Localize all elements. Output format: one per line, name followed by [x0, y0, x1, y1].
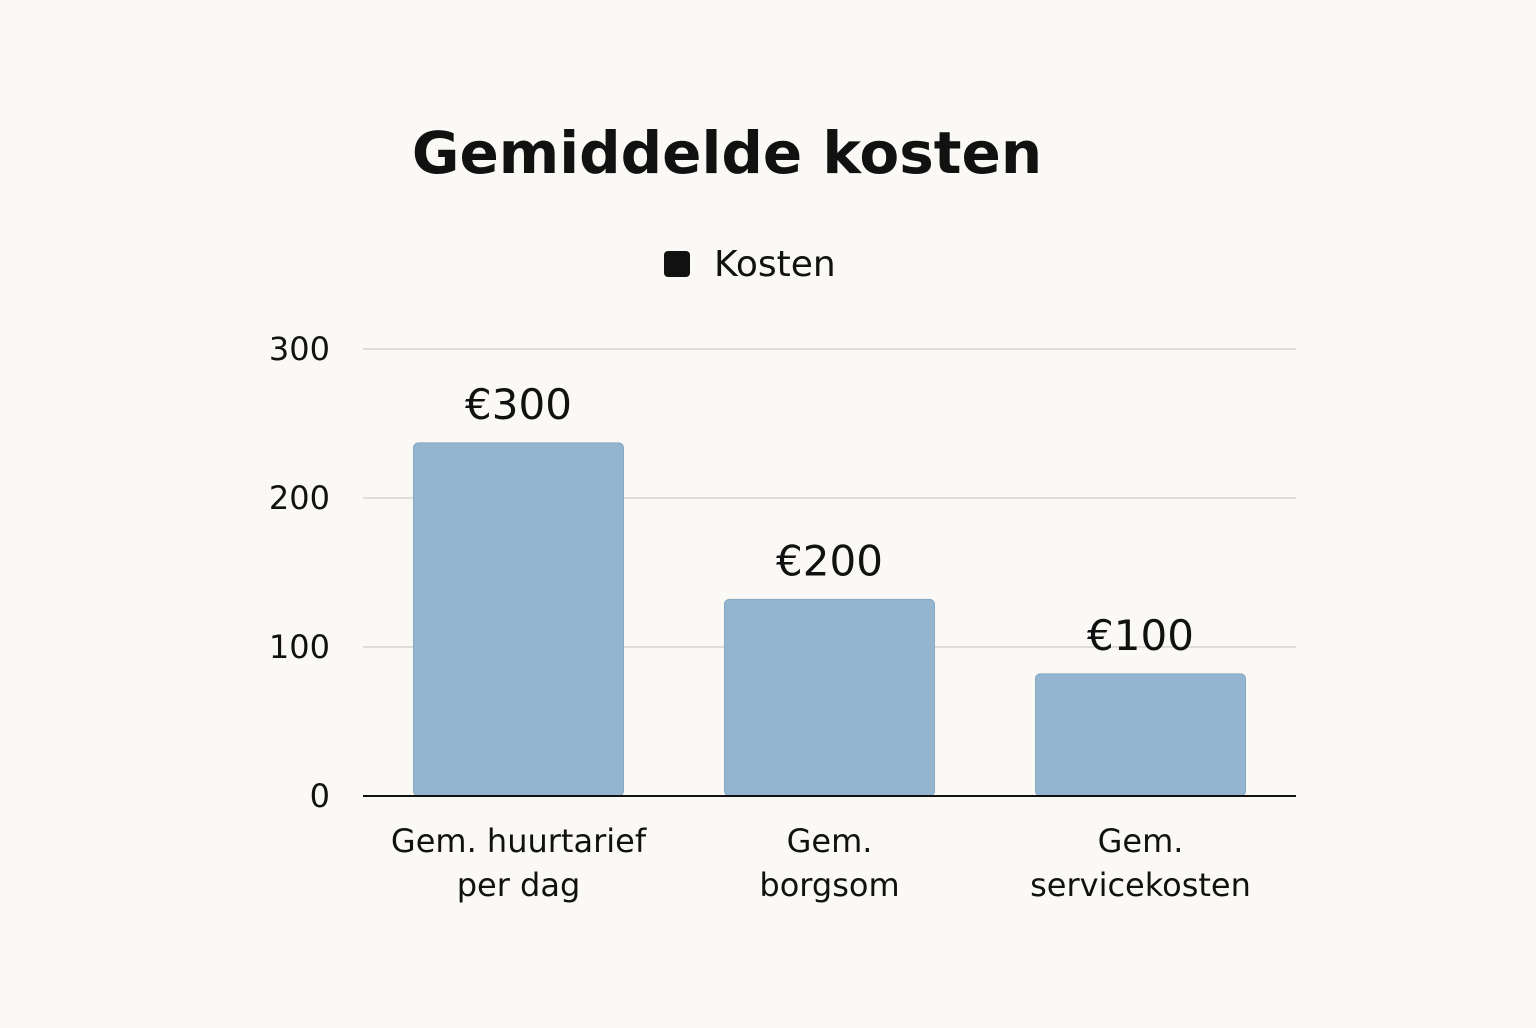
- bar-3: [1035, 673, 1246, 797]
- data-label-2: €200: [776, 536, 883, 585]
- data-labels: €300 €200 €100: [465, 380, 1194, 660]
- bar-2: [724, 598, 935, 797]
- x-axis-labels: Gem. huurtarief per dag Gem. borgsom Gem. ser…: [391, 822, 1251, 904]
- bars: [413, 442, 1246, 797]
- legend-label: Kosten: [714, 244, 836, 285]
- x-tick-label-3-line-2: servicekosten: [1030, 866, 1251, 904]
- data-label-3: €100: [1087, 611, 1194, 660]
- x-tick-label-1-line-1: Gem. huurtarief: [391, 822, 647, 860]
- bar-1: [413, 442, 624, 797]
- x-tick-label-2-line-2: borgsom: [759, 866, 899, 904]
- legend-marker: [664, 251, 690, 277]
- data-label-1: €300: [465, 380, 572, 429]
- legend: Kosten: [664, 244, 836, 285]
- y-tick-label-0: 0: [310, 777, 330, 815]
- y-tick-label-300: 300: [269, 330, 330, 368]
- x-tick-label-2-line-1: Gem.: [787, 822, 873, 860]
- x-tick-label-1-line-2: per dag: [457, 866, 581, 904]
- y-axis-ticks: 0 100 200 300: [269, 330, 330, 815]
- y-tick-label-200: 200: [269, 479, 330, 517]
- chart-title: Gemiddelde kosten: [412, 119, 1042, 187]
- y-tick-label-100: 100: [269, 628, 330, 666]
- x-tick-label-3-line-1: Gem.: [1098, 822, 1184, 860]
